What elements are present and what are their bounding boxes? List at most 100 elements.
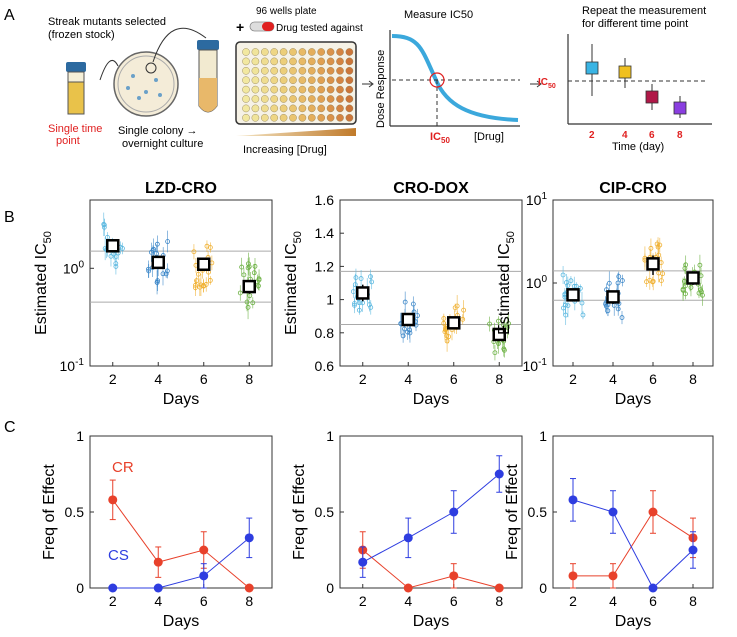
replicate-point	[155, 278, 161, 284]
panel-label-c: C	[4, 419, 16, 436]
drug-xlabel: [Drug]	[474, 131, 504, 143]
replicate-point	[400, 333, 406, 339]
replicate-point	[562, 302, 568, 308]
x-tick-label: 6	[450, 371, 458, 387]
well	[326, 48, 335, 56]
x-tick-label: 2	[569, 371, 577, 387]
data-point-cr	[153, 557, 163, 567]
x-tick-label: 4	[154, 593, 162, 609]
y-tick-label: 1	[326, 292, 334, 308]
data-point-cr	[608, 571, 618, 581]
y-tick-label: 0.6	[315, 358, 335, 374]
well	[260, 104, 269, 113]
x-tick-label: 6	[649, 371, 657, 387]
replicate-point	[410, 301, 416, 307]
well	[279, 95, 288, 103]
x-tick-label: 2	[569, 593, 577, 609]
data-point-cr	[108, 495, 118, 505]
well	[307, 85, 316, 94]
well	[242, 57, 250, 66]
replicate-point	[444, 333, 450, 339]
y-axis-label: Freq of Effect	[504, 464, 521, 560]
ic50-label-a: IC50	[430, 131, 450, 145]
y-tick-label: 0.5	[315, 504, 335, 520]
plot-frame	[552, 435, 714, 589]
mean-point	[151, 255, 165, 270]
well	[242, 85, 250, 94]
replicate-point	[656, 270, 662, 276]
replicate-point	[504, 325, 510, 330]
replicate-point	[239, 264, 245, 270]
well	[317, 57, 326, 66]
x-tick-label: 8	[689, 593, 697, 609]
data-point-cs	[449, 507, 459, 517]
well	[317, 76, 326, 84]
x-tick-label: 6	[450, 593, 458, 609]
arrow-to-culture	[152, 27, 207, 63]
mean-point	[566, 288, 580, 302]
data-point-cs	[108, 583, 118, 593]
replicate-point	[500, 322, 506, 328]
chart-c-cip-cro: 0 0.5 1 2 4 6 8 Days Freq of Effect	[504, 428, 714, 630]
y-tick-label: 101	[526, 191, 548, 208]
timepoint-axes	[567, 34, 712, 125]
well	[317, 67, 326, 75]
data-point-cs	[648, 583, 658, 593]
mean-point	[401, 312, 415, 327]
well	[307, 57, 316, 66]
x-tick-label: 8	[495, 593, 503, 609]
well	[345, 57, 354, 66]
x-axis-label: Days	[615, 391, 651, 408]
replicate-point	[616, 274, 622, 279]
y-tick-label: 1	[539, 428, 547, 444]
increasing-drug-label: Increasing [Drug]	[243, 144, 327, 156]
y-tick-label: 1	[76, 428, 84, 444]
increasing-drug-gradient	[236, 128, 356, 136]
data-point-cr	[648, 507, 658, 517]
x-tick-label: 6	[200, 371, 208, 387]
replicate-point	[444, 338, 450, 344]
replicate-point	[605, 308, 611, 314]
replicate-point	[154, 241, 160, 247]
well	[336, 114, 344, 122]
well	[270, 67, 279, 75]
well	[289, 104, 297, 113]
series-line-cr	[112, 499, 250, 589]
replicate-point	[606, 280, 612, 286]
plot-frame	[339, 199, 523, 367]
replicate-point	[644, 279, 649, 285]
well	[242, 48, 250, 56]
well	[289, 67, 297, 75]
well	[260, 67, 269, 75]
well	[270, 48, 279, 56]
well	[345, 48, 354, 56]
x-axis-label: Days	[163, 613, 199, 630]
data-point-cs	[494, 469, 504, 479]
replicate-point	[203, 282, 209, 287]
replicate-point	[165, 239, 171, 244]
y-tick-label: 1.2	[315, 258, 335, 274]
x-tick-label: 4	[404, 371, 412, 387]
replicate-point	[352, 282, 358, 288]
series-line-cs	[572, 499, 694, 589]
series-line-cs	[362, 473, 500, 563]
timepoint-markers	[585, 44, 687, 118]
96-well-plate-icon	[235, 41, 357, 125]
data-point-cr	[568, 571, 578, 581]
mean-point	[242, 279, 256, 294]
replicate-point	[487, 321, 492, 327]
replicate-point	[148, 249, 154, 255]
y-tick-label: 1.4	[315, 225, 335, 241]
x-tick-label: 6	[649, 593, 657, 609]
x-tick-label: 4	[154, 371, 162, 387]
well	[251, 95, 260, 103]
data-point-cs	[199, 571, 209, 581]
replicate-point	[619, 315, 625, 320]
replicate-point	[560, 272, 566, 278]
well	[260, 76, 269, 84]
well	[289, 114, 297, 122]
replicate-point	[164, 268, 170, 274]
mean-point	[686, 271, 700, 285]
replicate-point	[191, 249, 197, 255]
